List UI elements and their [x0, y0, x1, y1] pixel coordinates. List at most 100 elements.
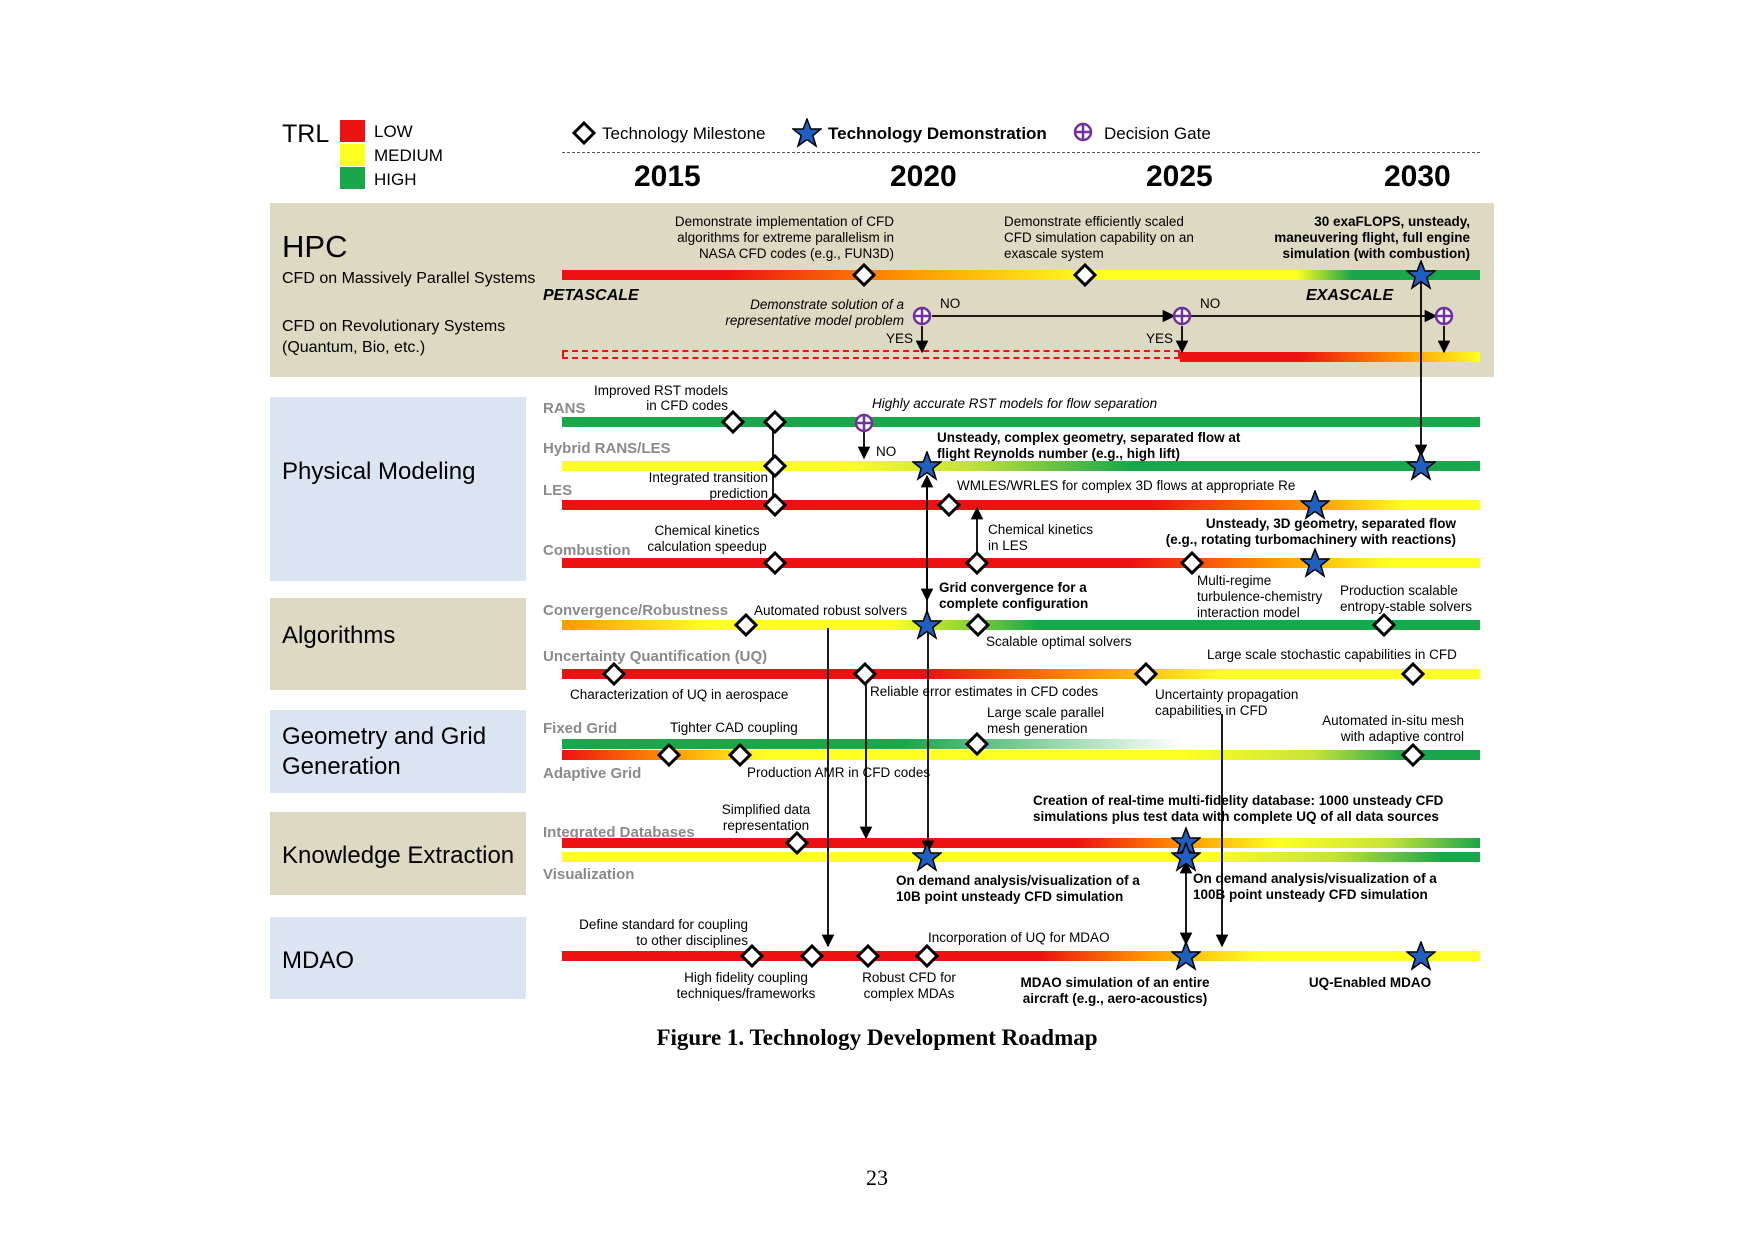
algorithms-box [270, 598, 526, 690]
decision-gates [854, 306, 1454, 433]
hpc-parallel-bar [562, 270, 1480, 280]
convergence-milestone-1-label: Automated robust solvers [754, 603, 908, 618]
adaptive-grid-milestone-2-line2: with adaptive control [1340, 729, 1464, 744]
convergence-demo-line1: Grid convergence for a [939, 580, 1087, 595]
trl-medium-label: MEDIUM [374, 146, 443, 165]
fixed-grid-bar [562, 739, 1182, 749]
row-label-convergence: Convergence/Robustness [543, 602, 729, 619]
milestone-icon [763, 551, 787, 575]
gate1-no-label: NO [940, 296, 961, 311]
demonstration-stars [912, 260, 1436, 970]
hpc-massively-parallel-label: CFD on Massively Parallel Systems [282, 270, 536, 287]
uq-bar [562, 669, 1480, 679]
trl-low-label: LOW [374, 122, 413, 141]
combustion-demo-line1: Unsteady, 3D geometry, separated flow [1205, 516, 1456, 531]
mdao-milestone-1-line1: Define standard for coupling [579, 917, 748, 932]
milestone-icon [734, 613, 758, 637]
uq-milestone-4-label: Large scale stochastic capabilities in C… [1207, 647, 1457, 662]
decision-gate-icon [912, 306, 932, 326]
gate1-yes-label: YES [886, 331, 914, 346]
integrated-db-demo-line1: Creation of real-time multi-fidelity dat… [1033, 793, 1444, 808]
row-label-rans: RANS [543, 400, 586, 417]
fixed-grid-milestone-2-line2: mesh generation [987, 721, 1088, 736]
milestone-diamonds [602, 263, 1425, 968]
hpc-decision-flow [915, 309, 1451, 354]
uq-milestone-1-label: Characterization of UQ in aerospace [570, 687, 789, 702]
star-icon [1406, 941, 1436, 970]
combustion-milestone-1-line2: calculation speedup [647, 539, 767, 554]
year-2030: 2030 [1384, 160, 1451, 193]
legend-divider [562, 152, 1480, 153]
year-2025: 2025 [1146, 160, 1213, 193]
demonstration-legend-label: Technology Demonstration [828, 124, 1047, 143]
petascale-label: PETASCALE [543, 287, 639, 304]
row-label-hybrid: Hybrid RANS/LES [543, 440, 671, 457]
gate2-no-label: NO [1200, 296, 1221, 311]
combustion-milestone-2-line2: in LES [988, 538, 1028, 553]
convergence-demo-line2: complete configuration [939, 596, 1089, 611]
mdao-milestone-2-line1: High fidelity coupling [684, 970, 808, 985]
milestone-icon [852, 263, 876, 287]
convergence-milestone-4-line2: entropy-stable solvers [1340, 599, 1473, 614]
trl-swatch-low [340, 120, 365, 142]
demonstration-legend-icon [792, 118, 822, 148]
hpc-revolutionary-label: CFD on Revolutionary Systems [282, 318, 506, 335]
row-label-les: LES [543, 482, 573, 499]
integrated-db-demo-line2: simulations plus test data with complete… [1033, 809, 1439, 824]
milestone-icon [785, 831, 809, 855]
convergence-bar [562, 620, 1480, 630]
mdao-milestone-1-line2: to other disciplines [636, 933, 748, 948]
milestone-icon [1073, 263, 1097, 287]
mdao-label: MDAO [282, 947, 354, 974]
les-milestone-line2: prediction [709, 486, 768, 501]
uq-milestone-3-line2: capabilities in CFD [1155, 703, 1268, 718]
hpc-milestone-2-line1: Demonstrate efficiently scaled [1004, 214, 1184, 229]
milestone-icon [853, 662, 877, 686]
hpc-milestone-2-line3: exascale system [1004, 246, 1104, 261]
hpc-gate-line2: representative model problem [725, 313, 904, 328]
les-demo-label: WMLES/WRLES for complex 3D flows at appr… [957, 478, 1296, 493]
milestone-icon [965, 732, 989, 756]
row-label-adaptive-grid: Adaptive Grid [543, 765, 642, 782]
hpc-demo-line1: 30 exaFLOPS, unsteady, [1314, 214, 1470, 229]
hpc-milestone-1-line3: NASA CFD codes (e.g., FUN3D) [698, 246, 894, 261]
milestone-icon [740, 944, 764, 968]
page-number: 23 [866, 1165, 888, 1190]
hpc-revolutionary-dashed-bar [562, 350, 1180, 359]
milestone-icon [965, 551, 989, 575]
milestone-legend-icon [572, 121, 596, 145]
trl-title: TRL [282, 120, 330, 148]
row-label-integrated-db: Integrated Databases [543, 824, 695, 841]
hpc-title: HPC [282, 229, 348, 264]
visualization-demo-2-line2: 100B point unsteady CFD simulation [1193, 887, 1428, 902]
visualization-demo-1-line2: 10B point unsteady CFD simulation [896, 889, 1124, 904]
decision-gate-icon [854, 413, 874, 433]
row-label-visualization: Visualization [543, 866, 635, 883]
physical-modeling-label: Physical Modeling [282, 458, 476, 485]
row-label-uq: Uncertainty Quantification (UQ) [543, 648, 768, 665]
milestone-icon [1372, 613, 1396, 637]
hpc-revolutionary-sub-label: (Quantum, Bio, etc.) [282, 339, 426, 356]
mdao-bar [562, 951, 1480, 961]
star-icon [1171, 941, 1201, 970]
trl-high-label: HIGH [374, 170, 417, 189]
hpc-band [270, 203, 1494, 377]
integrated-db-bar [562, 838, 1480, 848]
milestone-icon [721, 410, 745, 434]
milestone-icon [1401, 743, 1425, 767]
combustion-demo-line2: (e.g., rotating turbomachinery with reac… [1165, 532, 1456, 547]
visualization-demo-2-line1: On demand analysis/visualization of a [1193, 871, 1437, 886]
hybrid-demo-line1: Unsteady, complex geometry, separated fl… [937, 430, 1241, 445]
visualization-demo-1-line1: On demand analysis/visualization of a [896, 873, 1140, 888]
milestone-icon [1134, 662, 1158, 686]
hpc-milestone-1-line1: Demonstrate implementation of CFD [674, 214, 894, 229]
milestone-icon [800, 944, 824, 968]
adaptive-grid-milestone-1-label: Production AMR in CFD codes [747, 765, 931, 780]
milestone-icon [763, 454, 787, 478]
figure-caption: Figure 1. Technology Development Roadmap [656, 1025, 1098, 1050]
star-icon [1300, 490, 1330, 519]
trl-swatch-high [340, 167, 365, 189]
geometry-label-line1: Geometry and Grid [282, 723, 487, 750]
hpc-demo-line3: simulation (with combustion) [1282, 246, 1471, 261]
